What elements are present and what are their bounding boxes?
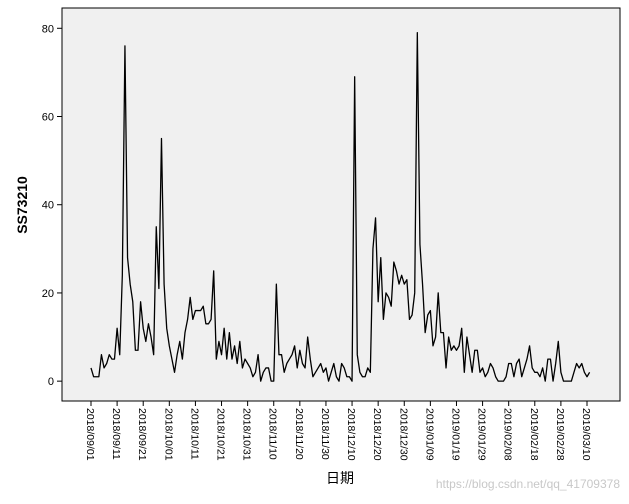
y-tick-label: 80 (42, 23, 54, 35)
x-axis-title: 日期 (326, 470, 354, 486)
x-tick-label: 2018/11/10 (267, 408, 279, 460)
watermark: https://blog.csdn.net/qq_41709378 (436, 477, 620, 491)
x-tick-label: 2018/09/21 (136, 408, 148, 461)
x-tick-label: 2018/10/11 (188, 408, 200, 460)
y-tick-label: 40 (42, 200, 54, 212)
x-tick-label: 2018/09/11 (110, 408, 122, 460)
x-tick-label: 2018/12/20 (371, 408, 383, 461)
x-tick-label: 2018/12/10 (345, 408, 357, 461)
x-tick-label: 2019/02/18 (528, 408, 540, 461)
y-tick-label: 60 (42, 112, 54, 124)
y-tick-label: 0 (48, 376, 54, 388)
y-tick-label: 20 (42, 288, 54, 300)
x-tick-label: 2018/09/01 (84, 408, 96, 461)
x-tick-label: 2019/01/09 (423, 408, 435, 461)
x-tick-label: 2019/02/28 (554, 408, 566, 461)
x-tick-label: 2019/03/10 (580, 408, 592, 461)
x-tick-label: 2018/10/01 (162, 408, 174, 461)
x-tick-label: 2019/01/29 (476, 408, 488, 461)
x-tick-label: 2018/10/31 (241, 408, 253, 461)
y-axis-title: SS73210 (14, 176, 30, 234)
x-tick-label: 2018/11/30 (319, 408, 331, 460)
x-tick-label: 2019/01/19 (449, 408, 461, 461)
data-line (90, 32, 591, 382)
x-tick-label: 2019/02/08 (502, 408, 514, 461)
x-tick-label: 2018/10/21 (215, 408, 227, 461)
x-tick-label: 2018/12/30 (397, 408, 409, 461)
plot-area (61, 7, 621, 402)
x-tick-label: 2018/11/20 (293, 408, 305, 460)
